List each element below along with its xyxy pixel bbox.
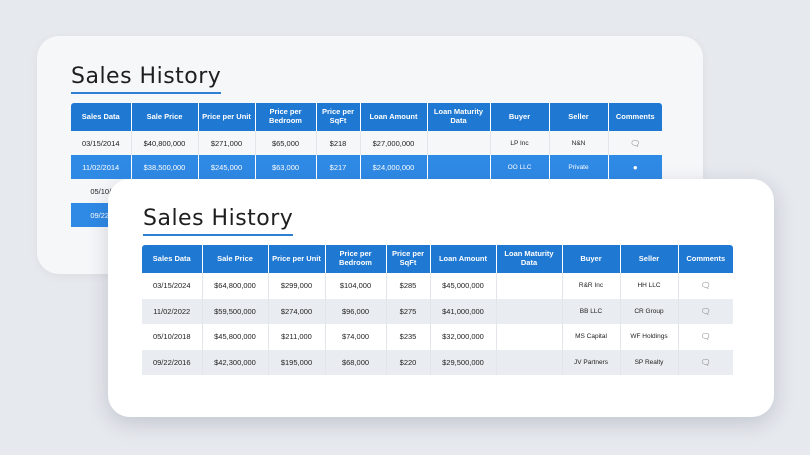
cell-seller: HH LLC <box>619 273 678 299</box>
cell-price-per-sqft: $285 <box>385 273 430 299</box>
cell-comments: 🗨︎ <box>677 349 733 375</box>
column-header-price-per-sqft[interactable]: Price per SqFt <box>315 103 360 131</box>
cell-sale-price: $45,800,000 <box>201 324 268 350</box>
cell-date: 03/15/2024 <box>152 281 191 291</box>
cell-buyer: JV Partners <box>561 349 620 375</box>
cell-seller: Private <box>548 155 608 179</box>
comment-icon[interactable]: 🗨︎ <box>700 281 711 291</box>
cell-loan-amount: $41,000,000 <box>429 298 496 324</box>
cell-price-per-bedroom: $104,000 <box>324 273 386 299</box>
cell-comments: 🗨︎ <box>677 273 733 299</box>
cell-price-per-bedroom: $74,000 <box>324 324 386 350</box>
cell-price-per-unit: $299,000 <box>267 273 325 299</box>
cell-date: 11/02/2022 <box>142 298 202 324</box>
cell-sale-price: $42,300,000 <box>201 349 268 375</box>
cell-loan-maturity <box>495 324 562 350</box>
cell-loan-amount: $27,000,000 <box>359 131 427 155</box>
cell-sale-price: $64,800,000 <box>201 273 268 299</box>
column-header-comments[interactable]: Comments <box>607 103 662 131</box>
cell-comments: 🗨︎ <box>677 324 733 350</box>
column-header-sales-data[interactable]: Sales Data <box>71 103 131 131</box>
cell-seller: WF Holdings <box>619 324 678 350</box>
cell-buyer: BB LLC <box>561 298 620 324</box>
column-header-buyer[interactable]: Buyer <box>561 245 620 273</box>
cell-price-per-sqft: $218 <box>315 131 360 155</box>
cell-price-per-unit: $245,000 <box>197 155 255 179</box>
cell-loan-maturity <box>495 349 562 375</box>
column-header-seller[interactable]: Seller <box>619 245 678 273</box>
cell-loan-amount: $29,500,000 <box>429 349 496 375</box>
cell-buyer: MS Capital <box>561 324 620 350</box>
cell-loan-maturity <box>495 298 562 324</box>
cell-loan-amount: $24,000,000 <box>359 155 427 179</box>
cell-price-per-bedroom: $65,000 <box>254 131 316 155</box>
cell-loan-maturity <box>426 131 490 155</box>
cell-buyer: LP Inc <box>489 131 549 155</box>
card-title: Sales History <box>71 66 222 94</box>
column-header-buyer[interactable]: Buyer <box>489 103 549 131</box>
comment-icon[interactable]: 🗨︎ <box>630 138 641 148</box>
cell-price-per-sqft: $217 <box>315 155 360 179</box>
comment-icon[interactable]: 🗨︎ <box>700 357 711 367</box>
cell-price-per-unit: $271,000 <box>197 131 255 155</box>
column-header-sale-price[interactable]: Sale Price <box>130 103 198 131</box>
cell-seller: N&N <box>548 131 608 155</box>
column-header-price-per-bedroom[interactable]: Price per Bedroom <box>324 245 386 273</box>
cell-sale-price: $59,500,000 <box>201 298 268 324</box>
cell-price-per-bedroom: $96,000 <box>324 298 386 324</box>
cell-price-per-sqft: $235 <box>385 324 430 350</box>
column-header-price-per-unit[interactable]: Price per Unit <box>197 103 255 131</box>
table-row[interactable]: 03/15/2014 $40,800,000 $271,000 $65,000 … <box>71 131 662 155</box>
cell-price-per-sqft: $220 <box>385 349 430 375</box>
cell-price-per-unit: $274,000 <box>267 298 325 324</box>
column-header-price-per-unit[interactable]: Price per Unit <box>267 245 325 273</box>
table-row-selected[interactable]: 11/02/2014 $38,500,000 $245,000 $63,000 … <box>71 155 662 179</box>
dot-icon[interactable]: ● <box>632 162 638 172</box>
cell-loan-maturity <box>495 273 562 299</box>
table-row[interactable]: 03/15/2024 $64,800,000 $299,000 $104,000… <box>142 273 733 299</box>
cell-date: 05/10/ <box>90 186 112 196</box>
table-header-row: Sales Data Sale Price Price per Unit Pri… <box>142 245 733 273</box>
cell-seller: CR Group <box>619 298 678 324</box>
card-title: Sales History <box>143 208 294 236</box>
column-header-price-per-sqft[interactable]: Price per SqFt <box>385 245 430 273</box>
table-row[interactable]: 09/22/2016 $42,300,000 $195,000 $68,000 … <box>142 349 733 375</box>
comment-icon[interactable]: 🗨︎ <box>700 306 711 316</box>
cell-loan-amount: $45,000,000 <box>429 273 496 299</box>
column-header-loan-maturity-data[interactable]: Loan Maturity Data <box>426 103 490 131</box>
sales-history-card-front: Sales History Sales Data Sale Price Pric… <box>108 179 774 417</box>
column-header-loan-maturity-data[interactable]: Loan Maturity Data <box>495 245 562 273</box>
cell-sale-price: $38,500,000 <box>130 155 198 179</box>
cell-date: 09/22/2016 <box>142 349 202 375</box>
table-row[interactable]: 05/10/2018 $45,800,000 $211,000 $74,000 … <box>142 324 733 350</box>
cell-price-per-bedroom: $63,000 <box>254 155 316 179</box>
sales-history-table: Sales Data Sale Price Price per Unit Pri… <box>142 245 733 375</box>
cell-seller: SP Realty <box>619 349 678 375</box>
cell-buyer: R&R Inc <box>561 273 620 299</box>
column-header-sales-data[interactable]: Sales Data <box>142 245 202 273</box>
comment-icon[interactable]: 🗨︎ <box>700 332 711 342</box>
cell-price-per-unit: $195,000 <box>267 349 325 375</box>
column-header-loan-amount[interactable]: Loan Amount <box>359 103 427 131</box>
table-row[interactable]: 11/02/2022 $59,500,000 $274,000 $96,000 … <box>142 298 733 324</box>
cell-date: 03/15/2014 <box>81 138 120 148</box>
cell-date: 11/02/2014 <box>71 155 131 179</box>
cell-price-per-bedroom: $68,000 <box>324 349 386 375</box>
cell-loan-maturity <box>426 155 490 179</box>
cell-buyer: OO LLC <box>489 155 549 179</box>
cell-sale-price: $40,800,000 <box>130 131 198 155</box>
cell-price-per-sqft: $275 <box>385 298 430 324</box>
column-header-sale-price[interactable]: Sale Price <box>201 245 268 273</box>
column-header-loan-amount[interactable]: Loan Amount <box>429 245 496 273</box>
column-header-price-per-bedroom[interactable]: Price per Bedroom <box>254 103 316 131</box>
cell-date: 05/10/2018 <box>152 332 191 342</box>
cell-loan-amount: $32,000,000 <box>429 324 496 350</box>
column-header-seller[interactable]: Seller <box>548 103 608 131</box>
column-header-comments[interactable]: Comments <box>677 245 733 273</box>
cell-comments: 🗨︎ <box>677 298 733 324</box>
cell-price-per-unit: $211,000 <box>267 324 325 350</box>
cell-comments: 🗨︎ <box>607 131 662 155</box>
cell-comments: ● <box>607 155 662 179</box>
table-header-row: Sales Data Sale Price Price per Unit Pri… <box>71 103 662 131</box>
